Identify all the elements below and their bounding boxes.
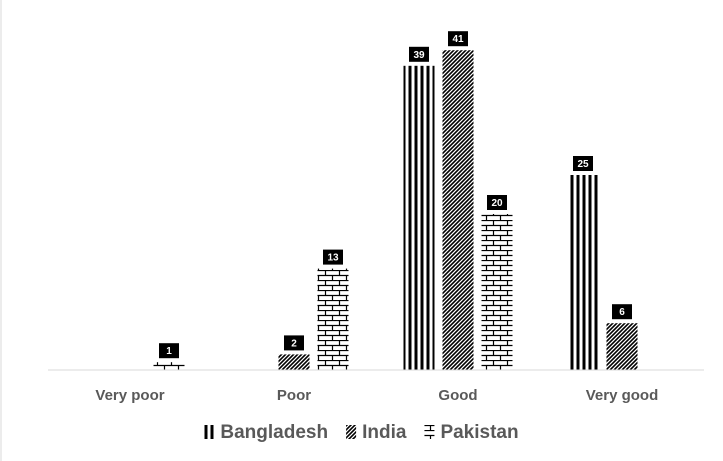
data-label-pakistan-poor: 13 xyxy=(323,249,343,265)
data-label-bangladesh-good: 39 xyxy=(409,46,429,62)
data-label-box xyxy=(448,31,468,47)
data-label-value: 41 xyxy=(452,34,464,45)
category-label-poor: Poor xyxy=(277,387,311,404)
data-labels: 1 2 13 39 41 20 25 6 xyxy=(159,31,632,359)
data-label-box xyxy=(409,46,429,62)
legend-label-bangladesh: Bangladesh xyxy=(220,422,328,443)
data-label-bangladesh-very-good: 25 xyxy=(573,156,593,171)
legend-label-india: India xyxy=(362,422,407,443)
data-label-box xyxy=(573,156,593,171)
legend-item-pakistan: Pakistan xyxy=(424,422,519,443)
bar-pakistan-very-poor xyxy=(153,362,185,370)
data-label-box xyxy=(159,343,179,359)
legend-swatch-india xyxy=(346,425,357,439)
bar-bangladesh-good xyxy=(403,65,435,371)
data-label-pakistan-very-poor: 1 xyxy=(159,343,179,359)
bar-india-poor xyxy=(278,354,310,370)
bar-india-very-good xyxy=(606,323,638,370)
bar-pakistan-poor xyxy=(317,268,349,370)
data-label-box xyxy=(487,195,507,210)
data-label-value: 20 xyxy=(491,198,503,209)
data-label-value: 39 xyxy=(413,50,425,61)
data-label-india-very-good: 6 xyxy=(612,304,632,320)
data-label-value: 2 xyxy=(291,338,297,349)
category-label-very-good: Very good xyxy=(586,387,659,404)
legend-swatch-pakistan xyxy=(424,425,435,439)
category-label-good: Good xyxy=(438,387,477,404)
legend-item-india: India xyxy=(346,422,407,443)
data-label-value: 13 xyxy=(327,253,339,264)
bar-bangladesh-very-good xyxy=(567,175,599,370)
legend-item-bangladesh: Bangladesh xyxy=(204,422,328,443)
legend-swatch-bangladesh xyxy=(204,425,215,439)
data-label-value: 1 xyxy=(166,346,172,357)
data-label-india-poor: 2 xyxy=(284,335,304,351)
category-labels: Very poor Poor Good Very good xyxy=(95,387,658,404)
legend-label-pakistan: Pakistan xyxy=(440,422,518,443)
bars xyxy=(153,50,638,371)
data-label-value: 25 xyxy=(577,159,589,170)
data-label-box xyxy=(284,335,304,351)
data-label-india-good: 41 xyxy=(448,31,468,47)
bar-pakistan-good xyxy=(481,214,513,370)
legend: Bangladesh India Pakistan xyxy=(204,422,519,443)
bar-india-good xyxy=(442,50,474,370)
data-label-box xyxy=(612,304,632,320)
category-label-very-poor: Very poor xyxy=(95,387,164,404)
data-label-value: 6 xyxy=(619,307,625,318)
data-label-pakistan-good: 20 xyxy=(487,195,507,210)
data-label-box xyxy=(323,249,343,265)
